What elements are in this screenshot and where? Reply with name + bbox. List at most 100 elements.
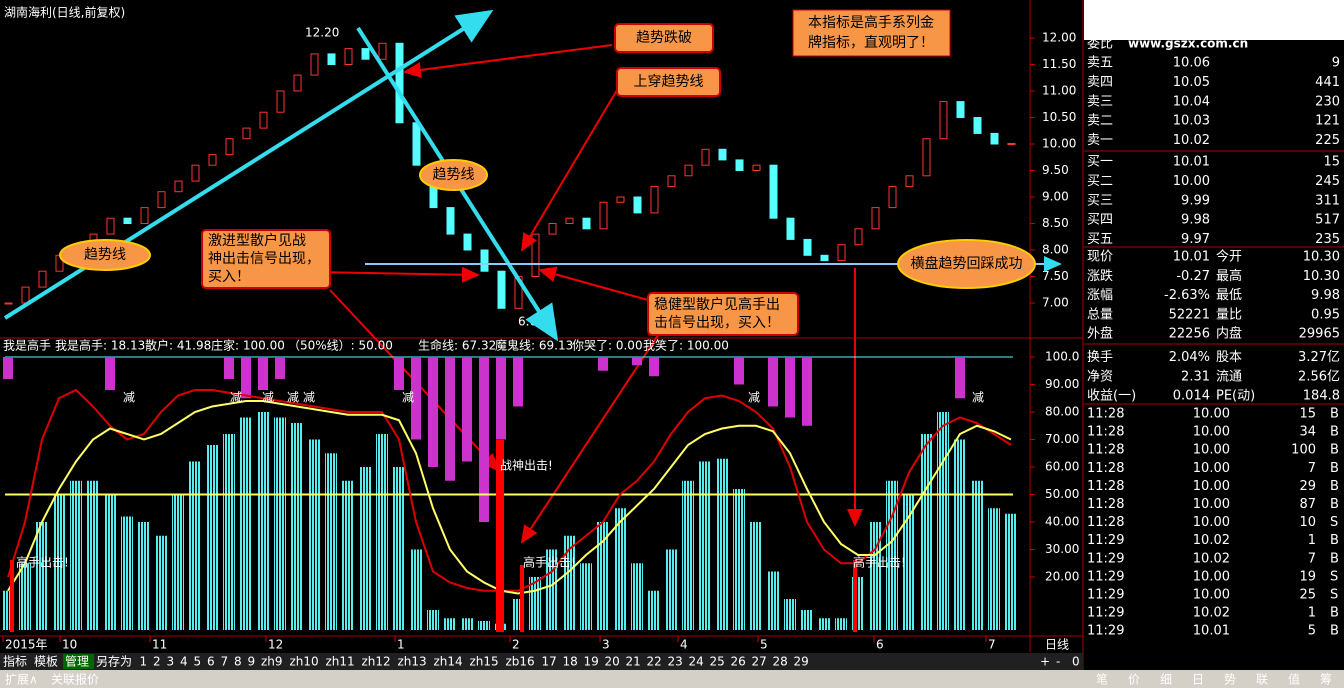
tab[interactable]: 管理 [65, 654, 89, 669]
tab[interactable]: zh9 [261, 655, 283, 669]
trade-side: S [1330, 588, 1338, 603]
footer-tab[interactable]: 日 [1192, 673, 1204, 687]
candle [922, 138, 931, 177]
footer-tab[interactable]: 势 [1224, 673, 1236, 687]
x-tick-label: 5 [760, 638, 768, 652]
tab[interactable]: 8 [234, 655, 242, 669]
tab[interactable]: 另存为 [96, 655, 132, 669]
footer-tab[interactable]: 细 [1160, 673, 1172, 687]
callout-box [201, 229, 331, 289]
legend-text: （50%线）: 50.00 [288, 339, 393, 353]
stat-value: -0.27 [1176, 269, 1210, 284]
tab[interactable]: 1 [140, 655, 148, 669]
tab[interactable]: 5 [194, 655, 202, 669]
tab[interactable]: 23 [668, 655, 683, 669]
tab[interactable]: zh12 [362, 655, 391, 669]
footer-tab[interactable]: 扩展∧ [5, 673, 38, 687]
y-tick-label: 10.50 [1042, 110, 1076, 124]
tab[interactable]: 6 [207, 655, 215, 669]
trade-side: B [1330, 461, 1339, 476]
tab[interactable]: zh14 [434, 655, 463, 669]
tab[interactable]: 17 [542, 655, 557, 669]
y-tick-label: 90.00 [1045, 377, 1079, 391]
retail-bar [785, 357, 795, 418]
bar [631, 563, 643, 630]
trade-side: S [1330, 515, 1338, 530]
callout-ellipse [897, 239, 1036, 289]
footer-tab[interactable]: 联 [1256, 673, 1268, 687]
level-volume: 9 [1332, 56, 1340, 71]
candle [599, 201, 608, 230]
tab[interactable]: 19 [584, 655, 599, 669]
stat-value: 2.56亿 [1298, 369, 1340, 384]
tab[interactable]: 24 [689, 655, 704, 669]
trade-price: 10.02 [1193, 606, 1230, 621]
trade-price: 10.00 [1193, 497, 1230, 512]
tab[interactable]: 4 [180, 655, 188, 669]
zoom-button[interactable]: 0 [1072, 655, 1080, 669]
note-text: 本指标是高手系列金 [808, 14, 934, 31]
level-price: 10.03 [1173, 114, 1210, 129]
retail-bar [275, 357, 285, 379]
tab[interactable]: 26 [731, 655, 746, 669]
logo-area [1084, 0, 1344, 40]
candle [701, 148, 710, 166]
signal-bar [496, 440, 504, 632]
callout-text: 横盘趋势回踩成功 [911, 255, 1023, 272]
footer-tab[interactable]: 筹 [1320, 673, 1332, 687]
stat-label: 收益(一) [1087, 389, 1136, 404]
tab[interactable]: 25 [710, 655, 725, 669]
footer-tab[interactable]: 值 [1288, 672, 1300, 687]
tab[interactable]: 22 [647, 655, 662, 669]
tab[interactable]: zh10 [290, 655, 319, 669]
y-tick-label: 80.00 [1045, 405, 1079, 419]
stat-value: 10.30 [1303, 250, 1340, 265]
trade-volume: 7 [1308, 461, 1316, 476]
bar [427, 610, 439, 630]
tab[interactable]: 18 [563, 655, 578, 669]
zoom-button[interactable]: - [1056, 655, 1060, 669]
tab[interactable]: zb16 [506, 655, 535, 669]
y-tick-label: 7.00 [1042, 296, 1069, 310]
tab[interactable]: 3 [167, 655, 175, 669]
trade-time: 11:29 [1087, 624, 1124, 639]
red-line [7, 388, 1012, 592]
zoom-button[interactable]: + [1040, 655, 1050, 669]
footer-tab[interactable]: 关联报价 [51, 672, 99, 687]
tab[interactable]: zh15 [470, 655, 499, 669]
candle [667, 175, 676, 187]
trade-volume: 1 [1308, 533, 1316, 548]
tab[interactable]: 28 [773, 655, 788, 669]
level-label: 买五 [1087, 232, 1113, 247]
candle [4, 302, 13, 305]
retail-bar [734, 357, 744, 385]
tab[interactable]: 模板 [34, 655, 58, 669]
tab[interactable]: 指标 [3, 654, 27, 669]
retail-bar [649, 357, 659, 377]
stat-label: 净资 [1087, 369, 1113, 384]
bar [937, 412, 949, 630]
bar [172, 494, 184, 630]
y-tick-label: 20.00 [1045, 570, 1079, 584]
callout-label: 战神出击! [500, 459, 553, 473]
footer-tab[interactable]: 笔 [1096, 672, 1108, 687]
tab[interactable]: 29 [794, 655, 809, 669]
y-tick-label: 30.00 [1045, 542, 1079, 556]
tab[interactable]: 20 [605, 655, 620, 669]
y-tick-label: 50.00 [1045, 487, 1079, 501]
tab[interactable]: zh11 [326, 655, 355, 669]
bar [648, 590, 660, 630]
level-volume: 225 [1315, 133, 1340, 148]
footer-tab[interactable]: 价 [1128, 673, 1140, 687]
retail-bar [632, 357, 642, 366]
tab[interactable]: 9 [248, 655, 256, 669]
trade-time: 11:29 [1087, 588, 1124, 603]
candle [650, 185, 659, 214]
tab[interactable]: 7 [221, 655, 229, 669]
tab[interactable]: 2 [153, 655, 161, 669]
tab[interactable]: zh13 [398, 655, 427, 669]
signal-bar [520, 565, 524, 632]
tab[interactable]: 21 [626, 655, 641, 669]
tab[interactable]: 27 [752, 655, 767, 669]
